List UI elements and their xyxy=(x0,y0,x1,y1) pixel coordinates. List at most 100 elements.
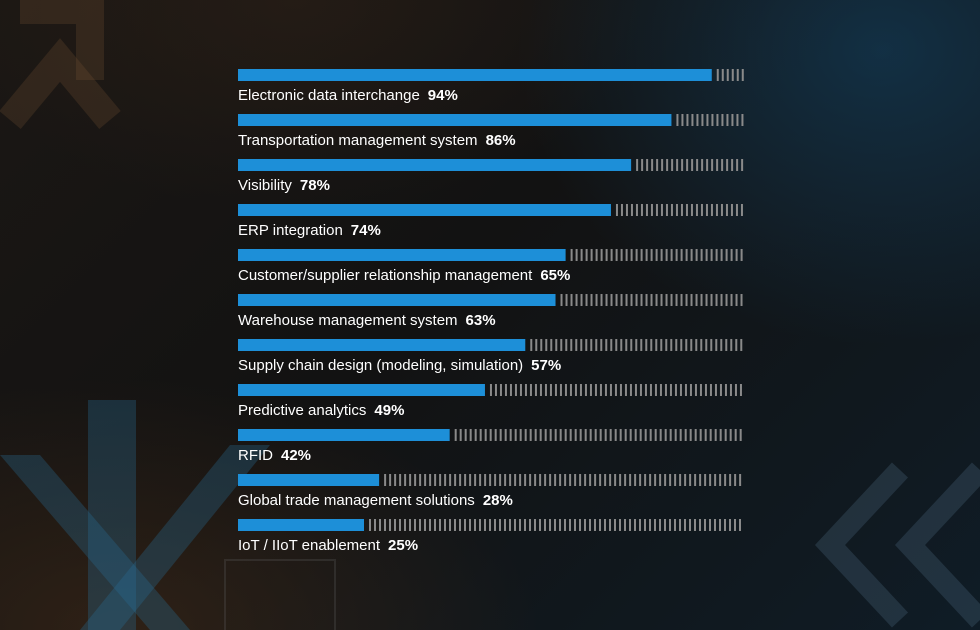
remainder-tick xyxy=(599,429,602,441)
remainder-tick xyxy=(725,294,728,306)
remainder-tick xyxy=(729,429,732,441)
remainder-tick xyxy=(651,159,654,171)
remainder-tick xyxy=(419,474,422,486)
bar-remainder-ticks xyxy=(560,294,743,306)
data-label: 74% xyxy=(351,222,381,239)
remainder-tick xyxy=(669,474,672,486)
bar-remainder-ticks xyxy=(369,519,741,531)
data-label: 25% xyxy=(388,537,418,554)
background-square-outline xyxy=(0,0,121,129)
remainder-tick xyxy=(619,429,622,441)
remainder-tick xyxy=(489,474,492,486)
remainder-tick xyxy=(394,474,397,486)
remainder-tick xyxy=(544,429,547,441)
remainder-tick xyxy=(584,474,587,486)
remainder-tick xyxy=(374,519,376,531)
remainder-tick xyxy=(665,294,668,306)
remainder-tick xyxy=(574,429,577,441)
remainder-tick xyxy=(689,519,691,531)
remainder-tick xyxy=(739,384,742,396)
remainder-tick xyxy=(650,339,653,351)
remainder-tick xyxy=(509,474,512,486)
remainder-tick xyxy=(740,204,743,216)
remainder-tick xyxy=(674,474,677,486)
remainder-tick xyxy=(564,519,566,531)
remainder-tick xyxy=(640,294,643,306)
data-label: 57% xyxy=(531,357,561,374)
remainder-tick xyxy=(535,339,538,351)
remainder-tick xyxy=(689,474,692,486)
remainder-tick xyxy=(584,384,587,396)
remainder-tick xyxy=(655,294,658,306)
remainder-tick xyxy=(624,474,627,486)
remainder-tick xyxy=(659,429,662,441)
remainder-tick xyxy=(644,429,647,441)
remainder-tick xyxy=(655,339,658,351)
remainder-tick xyxy=(469,429,472,441)
remainder-tick xyxy=(524,474,527,486)
remainder-tick xyxy=(726,159,729,171)
remainder-tick xyxy=(644,474,647,486)
remainder-tick xyxy=(660,294,663,306)
remainder-tick xyxy=(549,519,551,531)
remainder-tick xyxy=(594,384,597,396)
data-label: 63% xyxy=(466,312,496,329)
remainder-tick xyxy=(585,294,588,306)
remainder-tick xyxy=(690,204,693,216)
remainder-tick xyxy=(399,474,402,486)
remainder-tick xyxy=(519,474,522,486)
remainder-tick xyxy=(399,519,401,531)
remainder-tick xyxy=(559,474,562,486)
remainder-tick xyxy=(664,429,667,441)
remainder-tick xyxy=(675,339,678,351)
remainder-tick xyxy=(644,519,646,531)
remainder-tick xyxy=(625,249,628,261)
remainder-tick xyxy=(594,474,597,486)
remainder-tick xyxy=(404,474,407,486)
remainder-tick xyxy=(726,114,729,126)
remainder-tick xyxy=(584,519,586,531)
remainder-tick xyxy=(709,519,711,531)
remainder-tick xyxy=(726,69,729,81)
remainder-tick xyxy=(739,474,742,486)
data-label: 65% xyxy=(540,267,570,284)
remainder-tick xyxy=(499,384,502,396)
remainder-tick xyxy=(464,519,466,531)
remainder-tick xyxy=(694,384,697,396)
remainder-tick xyxy=(560,339,563,351)
remainder-tick xyxy=(635,339,638,351)
remainder-tick xyxy=(489,429,492,441)
remainder-tick xyxy=(661,159,664,171)
remainder-tick xyxy=(710,204,713,216)
remainder-tick xyxy=(559,429,562,441)
remainder-tick xyxy=(670,339,673,351)
bar xyxy=(238,114,672,126)
remainder-tick xyxy=(721,69,724,81)
remainder-tick xyxy=(724,474,727,486)
remainder-tick xyxy=(731,69,734,81)
bar-label: Transportation management system 86% xyxy=(238,132,516,149)
remainder-tick xyxy=(684,384,687,396)
bar xyxy=(238,519,364,531)
remainder-tick xyxy=(671,159,674,171)
remainder-tick xyxy=(670,204,673,216)
remainder-tick xyxy=(454,474,457,486)
remainder-tick xyxy=(679,474,682,486)
remainder-tick xyxy=(409,474,412,486)
remainder-tick xyxy=(439,519,441,531)
remainder-tick xyxy=(539,384,542,396)
remainder-tick xyxy=(615,339,618,351)
remainder-tick xyxy=(580,339,583,351)
background-chevron-right xyxy=(814,462,980,628)
remainder-tick xyxy=(735,339,738,351)
remainder-tick xyxy=(700,294,703,306)
remainder-tick xyxy=(434,519,436,531)
remainder-tick xyxy=(504,384,507,396)
remainder-tick xyxy=(494,474,497,486)
bar xyxy=(238,384,485,396)
bar-label: RFID 42% xyxy=(238,447,311,464)
remainder-tick xyxy=(614,474,617,486)
bar-label: Warehouse management system 63% xyxy=(238,312,496,329)
remainder-tick xyxy=(564,474,567,486)
